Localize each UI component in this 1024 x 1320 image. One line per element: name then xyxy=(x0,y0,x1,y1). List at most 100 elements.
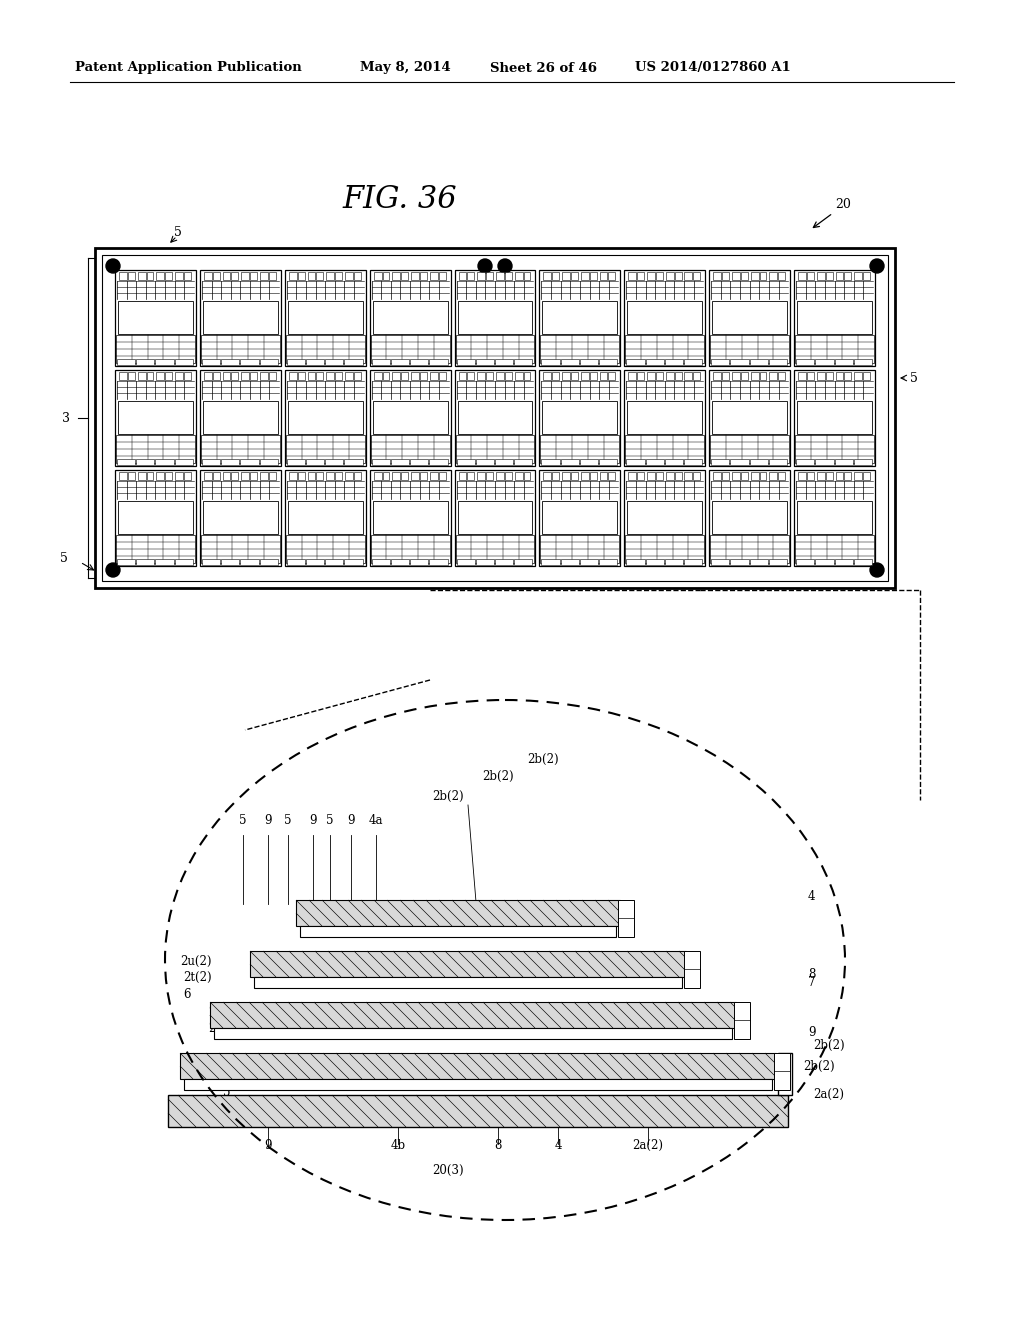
Text: 9: 9 xyxy=(347,814,354,828)
Bar xyxy=(204,372,212,380)
Bar xyxy=(562,272,570,280)
Bar xyxy=(496,272,504,280)
Bar xyxy=(710,470,791,566)
Bar xyxy=(734,1002,750,1039)
Bar xyxy=(175,558,193,565)
Text: US 2014/0127860 A1: US 2014/0127860 A1 xyxy=(635,62,791,74)
Bar xyxy=(458,301,532,334)
Bar xyxy=(730,359,749,366)
Bar xyxy=(562,372,570,380)
Bar xyxy=(807,473,814,479)
Bar xyxy=(459,372,466,380)
Bar xyxy=(335,272,342,280)
Bar xyxy=(401,272,409,280)
Bar xyxy=(495,459,513,465)
Bar xyxy=(202,558,220,565)
Text: 20: 20 xyxy=(835,198,851,211)
Bar xyxy=(231,272,239,280)
Bar xyxy=(797,301,872,334)
Bar xyxy=(505,272,512,280)
Bar xyxy=(815,459,834,465)
Bar xyxy=(760,272,766,280)
Bar xyxy=(714,272,721,280)
Bar xyxy=(817,473,824,479)
Text: Sheet 26 of 46: Sheet 26 of 46 xyxy=(490,62,597,74)
Bar xyxy=(118,301,193,334)
Bar xyxy=(778,372,785,380)
Bar xyxy=(156,558,174,565)
Bar xyxy=(269,372,275,380)
Text: FIG. 36: FIG. 36 xyxy=(343,185,458,215)
Circle shape xyxy=(498,259,512,273)
Bar xyxy=(794,470,874,566)
Bar xyxy=(420,272,427,280)
Bar xyxy=(854,372,862,380)
Bar xyxy=(854,473,862,479)
Bar xyxy=(289,372,297,380)
Circle shape xyxy=(106,564,120,577)
Bar xyxy=(608,272,615,280)
Bar xyxy=(345,473,353,479)
Bar xyxy=(136,459,155,465)
Bar xyxy=(116,536,195,564)
Bar xyxy=(580,359,598,366)
Bar xyxy=(815,359,834,366)
Bar xyxy=(430,473,437,479)
Bar xyxy=(457,359,475,366)
Bar xyxy=(825,473,833,479)
Bar xyxy=(184,372,190,380)
Bar xyxy=(467,272,474,280)
Bar xyxy=(769,473,777,479)
Bar xyxy=(769,459,787,465)
Bar xyxy=(863,272,870,280)
Bar xyxy=(286,436,365,463)
Text: 2a(2): 2a(2) xyxy=(633,1139,664,1152)
Bar xyxy=(817,272,824,280)
Bar xyxy=(552,272,559,280)
Bar xyxy=(523,272,530,280)
Bar xyxy=(684,473,692,479)
Bar xyxy=(286,536,365,564)
Bar xyxy=(600,372,607,380)
Bar xyxy=(371,436,450,463)
Bar xyxy=(327,272,334,280)
Bar xyxy=(732,272,739,280)
Text: 2u(2): 2u(2) xyxy=(209,1006,240,1019)
Bar xyxy=(231,473,239,479)
Bar xyxy=(540,370,621,466)
Bar xyxy=(316,272,324,280)
Bar xyxy=(599,459,617,465)
Bar xyxy=(541,335,620,363)
Bar xyxy=(327,473,334,479)
Bar xyxy=(401,473,409,479)
Bar xyxy=(722,473,729,479)
Bar xyxy=(665,459,683,465)
Bar xyxy=(580,459,598,465)
Bar xyxy=(710,271,791,366)
Bar xyxy=(306,558,325,565)
Bar xyxy=(175,372,183,380)
Bar xyxy=(477,473,485,479)
Bar xyxy=(637,372,644,380)
Bar xyxy=(769,272,777,280)
Text: May 8, 2014: May 8, 2014 xyxy=(360,62,451,74)
Bar xyxy=(795,335,874,363)
Bar xyxy=(374,372,382,380)
Bar xyxy=(543,401,617,434)
Bar xyxy=(628,301,702,334)
Bar xyxy=(119,272,127,280)
Bar xyxy=(797,401,872,434)
Bar xyxy=(459,473,466,479)
Text: 9: 9 xyxy=(808,1027,815,1040)
Bar xyxy=(372,459,390,465)
Bar xyxy=(250,372,257,380)
Bar xyxy=(459,272,466,280)
Bar xyxy=(751,372,759,380)
Bar xyxy=(693,473,700,479)
Bar xyxy=(146,473,154,479)
Bar xyxy=(117,459,135,465)
Text: 5: 5 xyxy=(910,371,918,384)
Bar xyxy=(684,558,702,565)
Bar xyxy=(200,271,281,366)
Bar xyxy=(136,359,155,366)
